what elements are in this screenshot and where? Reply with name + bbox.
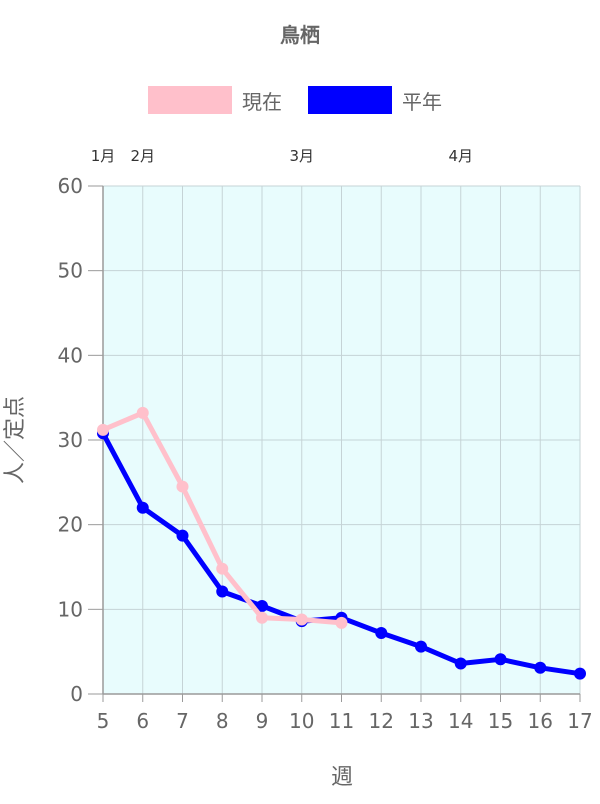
- legend-label-current: 現在: [242, 90, 282, 114]
- month-label: 2月: [130, 147, 155, 165]
- x-tick-label: 9: [256, 709, 269, 733]
- x-tick-label: 13: [408, 709, 433, 733]
- data-point-normal[interactable]: [136, 501, 149, 514]
- y-tick-label: 10: [58, 597, 83, 621]
- x-tick-label: 12: [369, 709, 394, 733]
- plot-area: 5 6 7 8 9 10 11 12 13 14 15 16 17 0 10 20 30 40 50 60 1月 2月 3月…: [58, 147, 593, 733]
- x-tick-label: 15: [488, 709, 513, 733]
- month-label: 4月: [448, 147, 473, 165]
- y-tick-label: 40: [58, 343, 83, 367]
- data-point-normal[interactable]: [494, 653, 507, 666]
- x-tick-label: 7: [176, 709, 189, 733]
- x-tick-label: 5: [97, 709, 110, 733]
- x-tick-label: 17: [567, 709, 592, 733]
- data-point-current[interactable]: [216, 562, 229, 575]
- x-tick-label: 8: [216, 709, 229, 733]
- legend-item-normal[interactable]: 平年: [308, 86, 442, 114]
- data-point-normal[interactable]: [176, 529, 189, 542]
- x-tick-label: 11: [329, 709, 354, 733]
- chart-title: 鳥栖: [280, 23, 320, 47]
- data-point-normal[interactable]: [415, 640, 427, 653]
- legend-item-current[interactable]: 現在: [148, 86, 282, 114]
- x-tick-label: 16: [528, 709, 553, 733]
- data-point-normal[interactable]: [574, 667, 586, 680]
- y-tick-label: 30: [58, 428, 83, 452]
- legend: 現在 平年: [148, 86, 442, 114]
- data-point-current[interactable]: [335, 616, 348, 629]
- x-axis-title: 週: [331, 765, 353, 790]
- data-point-current[interactable]: [256, 611, 268, 624]
- y-tick-label: 60: [58, 174, 83, 198]
- x-tick-label: 10: [289, 709, 314, 733]
- data-point-normal[interactable]: [256, 599, 268, 612]
- data-point-current[interactable]: [295, 613, 308, 626]
- y-tick-label: 20: [58, 513, 83, 537]
- data-point-normal[interactable]: [454, 657, 467, 670]
- data-point-normal[interactable]: [375, 627, 388, 640]
- y-tick-label: 50: [58, 259, 83, 283]
- x-tick-label: 6: [136, 709, 149, 733]
- y-tick-label: 0: [70, 682, 83, 706]
- x-tick-label: 14: [448, 709, 473, 733]
- month-label: 3月: [289, 147, 314, 165]
- data-point-current[interactable]: [176, 480, 189, 493]
- data-point-current[interactable]: [136, 406, 149, 419]
- legend-label-normal: 平年: [402, 90, 442, 114]
- data-point-normal[interactable]: [534, 661, 547, 674]
- month-label: 1月: [91, 147, 116, 165]
- legend-swatch-current: [148, 86, 232, 114]
- legend-swatch-normal: [308, 86, 392, 114]
- data-point-normal[interactable]: [216, 585, 229, 598]
- data-point-current[interactable]: [97, 423, 109, 436]
- y-axis-title: 人／定点: [3, 396, 28, 484]
